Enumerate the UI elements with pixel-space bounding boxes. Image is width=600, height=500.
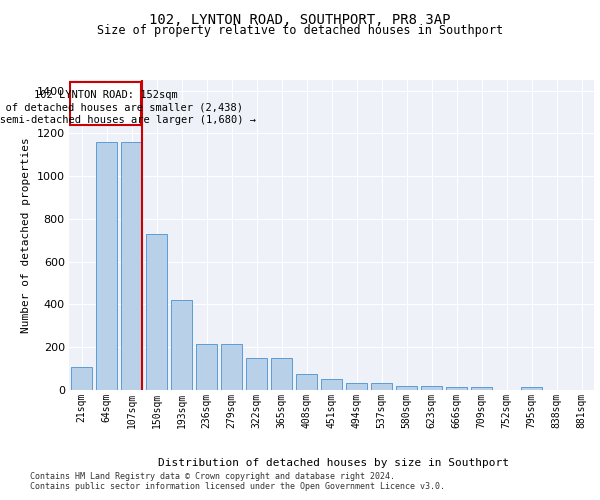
Bar [396, 386, 417, 390]
FancyBboxPatch shape [70, 82, 141, 125]
Bar [321, 380, 342, 390]
Text: Contains public sector information licensed under the Open Government Licence v3: Contains public sector information licen… [30, 482, 445, 491]
Bar [446, 387, 467, 390]
Text: Size of property relative to detached houses in Southport: Size of property relative to detached ho… [97, 24, 503, 37]
Bar [121, 142, 142, 390]
Bar [346, 382, 367, 390]
Text: 41% of semi-detached houses are larger (1,680) →: 41% of semi-detached houses are larger (… [0, 116, 256, 126]
Bar [296, 374, 317, 390]
Bar [421, 386, 442, 390]
Y-axis label: Number of detached properties: Number of detached properties [21, 137, 31, 333]
Bar [521, 387, 542, 390]
Text: Distribution of detached houses by size in Southport: Distribution of detached houses by size … [158, 458, 509, 468]
Bar [246, 358, 267, 390]
Text: 102 LYNTON ROAD: 152sqm: 102 LYNTON ROAD: 152sqm [34, 90, 178, 100]
Bar [271, 358, 292, 390]
Bar [471, 387, 492, 390]
Bar [221, 344, 242, 390]
Bar [171, 300, 192, 390]
Bar [146, 234, 167, 390]
Bar [196, 344, 217, 390]
Bar [371, 382, 392, 390]
Bar [96, 142, 117, 390]
Text: ← 59% of detached houses are smaller (2,438): ← 59% of detached houses are smaller (2,… [0, 102, 243, 113]
Text: 102, LYNTON ROAD, SOUTHPORT, PR8 3AP: 102, LYNTON ROAD, SOUTHPORT, PR8 3AP [149, 12, 451, 26]
Text: Contains HM Land Registry data © Crown copyright and database right 2024.: Contains HM Land Registry data © Crown c… [30, 472, 395, 481]
Bar [71, 367, 92, 390]
